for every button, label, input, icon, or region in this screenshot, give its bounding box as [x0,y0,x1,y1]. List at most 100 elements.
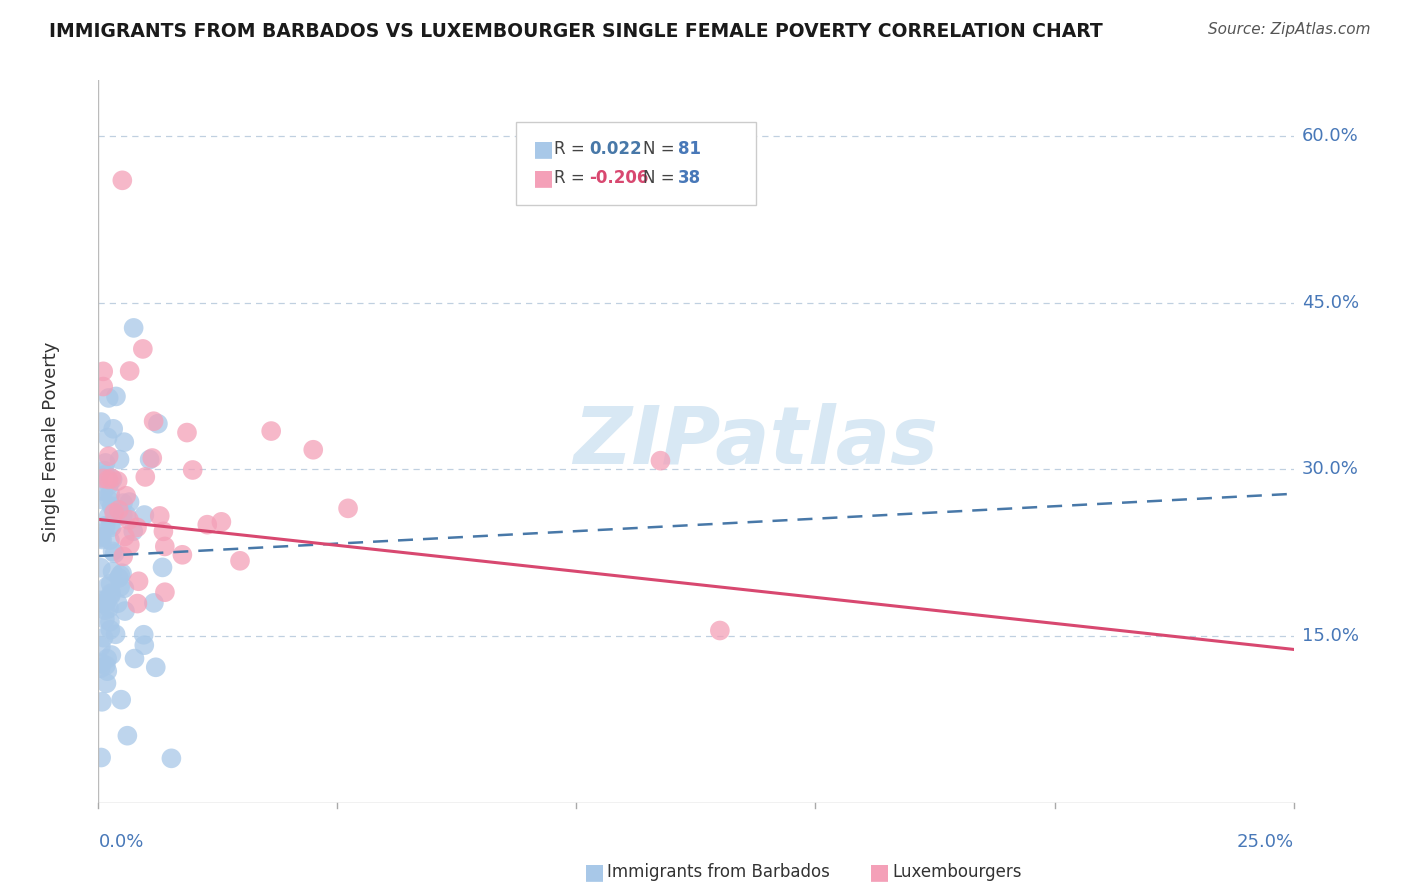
Text: Immigrants from Barbados: Immigrants from Barbados [607,863,831,881]
Point [93,631,115,645]
Text: 81: 81 [678,140,700,159]
Text: ■: ■ [869,863,890,882]
Point [110,692,132,706]
Point [112,435,135,450]
Text: Source: ZipAtlas.com: Source: ZipAtlas.com [1208,22,1371,37]
Point [260,424,283,438]
Point [132,342,155,356]
Point [118,538,141,552]
Point [111,173,134,187]
Point [160,751,183,765]
Point [103,506,125,520]
Point [91,471,114,485]
Text: 25.0%: 25.0% [1236,833,1294,851]
Point [100,589,122,603]
Point [114,604,136,618]
Point [103,422,125,436]
Point [112,549,135,564]
Text: 30.0%: 30.0% [1302,460,1358,478]
Point [98,493,121,508]
Point [103,502,125,516]
Point [98,623,121,637]
Point [650,453,672,467]
Point [114,529,136,543]
Point [122,524,145,539]
Point [90,657,112,671]
Point [91,364,114,378]
Text: ■: ■ [533,139,554,160]
Text: ZIPatlas: ZIPatlas [574,402,938,481]
Point [112,581,135,595]
Point [90,695,112,709]
Point [90,661,112,675]
Point [709,624,731,638]
Point [96,676,118,690]
Point [97,473,120,487]
Point [108,571,131,585]
Point [96,579,118,593]
Point [152,560,174,574]
Point [118,495,141,509]
Point [97,478,120,492]
Text: 45.0%: 45.0% [1302,293,1360,311]
Point [101,472,124,486]
Point [108,580,131,594]
Point [195,517,218,532]
Text: Luxembourgers: Luxembourgers [893,863,1022,881]
Text: R =: R = [554,140,591,159]
Point [124,651,146,665]
Point [229,554,252,568]
Point [107,503,129,517]
Text: IMMIGRANTS FROM BARBADOS VS LUXEMBOURGER SINGLE FEMALE POVERTY CORRELATION CHART: IMMIGRANTS FROM BARBADOS VS LUXEMBOURGER… [49,22,1102,41]
Point [98,615,121,629]
Point [134,470,156,484]
Point [149,508,172,523]
Point [145,660,167,674]
Point [96,594,118,608]
Point [104,389,127,403]
Point [100,576,122,591]
Point [100,499,122,513]
Point [93,464,115,478]
Point [209,515,232,529]
Point [96,664,118,678]
Point [153,585,176,599]
Point [98,533,121,547]
Point [100,648,122,662]
Point [142,414,165,428]
Point [104,627,127,641]
Point [117,729,139,743]
Text: ■: ■ [583,863,605,882]
Point [96,651,118,665]
Point [94,456,117,470]
Point [176,425,198,440]
Point [152,524,174,539]
Point [122,321,145,335]
Point [111,496,134,510]
Point [94,467,117,482]
Point [97,449,120,463]
Point [115,508,138,522]
Point [101,544,124,558]
Point [142,596,165,610]
Point [111,508,134,523]
Point [127,597,149,611]
Point [153,540,176,554]
Point [100,586,122,600]
Text: 38: 38 [678,169,702,187]
Text: N =: N = [643,169,679,187]
Point [134,508,156,522]
Point [107,474,129,488]
Text: ■: ■ [533,168,554,188]
Text: R =: R = [554,169,585,187]
Point [111,566,134,581]
Point [90,560,112,574]
Point [125,520,148,534]
Point [91,379,114,393]
Point [107,596,129,610]
Point [181,463,204,477]
Point [100,520,122,534]
Point [93,484,115,499]
Point [90,415,112,429]
Point [100,518,122,533]
